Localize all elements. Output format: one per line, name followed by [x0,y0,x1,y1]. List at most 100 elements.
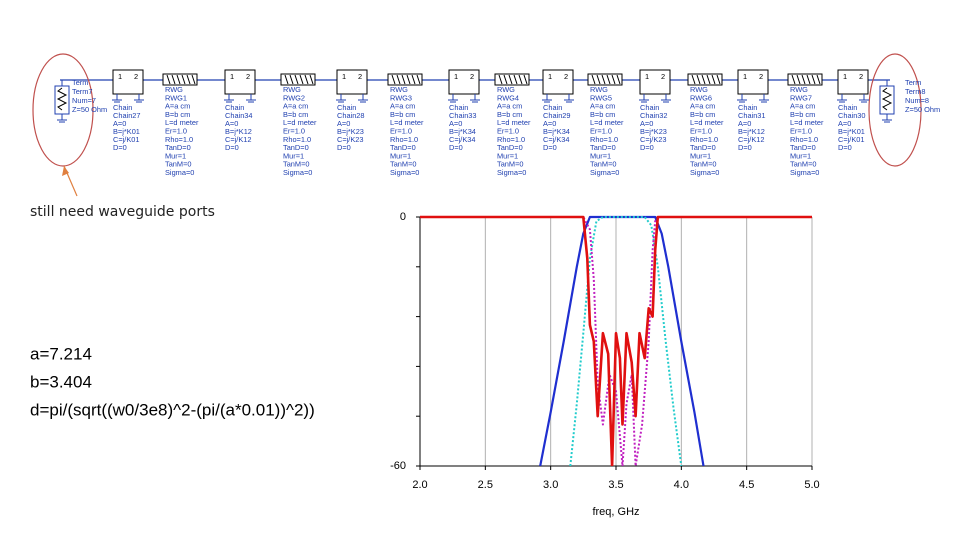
component-param: Chain33 [449,111,477,120]
series-line [420,215,812,466]
component-param: B=b cm [283,110,308,119]
rwg-stripe [816,74,821,85]
rwg-stripe [716,74,721,85]
x-tick-label: 4.0 [674,479,689,491]
rwg-stripe [176,74,181,85]
component-param: Chain [449,103,468,112]
component-param: TanD=0 [590,143,616,152]
component-param: Term [905,78,921,87]
component-param: RWG1 [165,93,187,102]
component-param: C=j/K23 [640,135,667,144]
component-param: TanD=0 [390,143,416,152]
rwg-stripe [791,74,796,85]
component-param: L=d meter [390,118,424,127]
component-param: Chain [543,103,562,112]
component-param: A=0 [543,119,556,128]
component-param: TanD=0 [497,143,523,152]
component-param: Chain30 [838,111,866,120]
rwg-stripe [601,74,606,85]
component-param: A=0 [738,119,751,128]
highlight-left [32,53,94,167]
component-param: RWG [165,85,183,94]
component-param: A=a cm [790,102,815,111]
component-param: Chain [838,103,857,112]
port-label: 1 [843,72,847,81]
component-param: A=a cm [165,102,190,111]
component-param: C=j/K01 [838,135,865,144]
chain-box [224,69,256,95]
component-param: B=j*K12 [738,127,765,136]
component-param: Er=1.0 [390,126,412,135]
component-param: Num=7 [72,96,96,105]
component-param: Mur=1 [283,151,304,160]
component-param: C=j/K34 [543,135,570,144]
resistor [881,87,893,111]
component-param: A=0 [113,119,126,128]
component-param: A=0 [225,119,238,128]
rwg-stripe [294,74,299,85]
rwg-stripe [523,74,528,85]
rwg-stripe [706,74,711,85]
component-param: A=a cm [390,102,415,111]
component-param: Er=1.0 [690,126,712,135]
component-param: Chain29 [543,111,571,120]
component-param: Sigma=0 [390,168,419,177]
component-param: Term7 [72,87,93,96]
component-param: A=0 [337,119,350,128]
component-param: Chain34 [225,111,253,120]
component-param: B=j*K23 [640,127,667,136]
component-param: Chain [337,103,356,112]
port-label: 2 [859,72,863,81]
x-tick-label: 2.5 [478,479,493,491]
component-param: L=d meter [497,118,531,127]
component-param: L=d meter [590,118,624,127]
component-param: B=j*K12 [225,127,252,136]
port-label: 1 [118,72,122,81]
arrow-head [62,166,69,176]
rwg-stripe [701,74,706,85]
note: still need waveguide ports [30,204,215,220]
component-param: C=j/K12 [738,135,765,144]
component-param: RWG [690,85,708,94]
component-param: L=d meter [165,118,199,127]
component-param: Sigma=0 [165,168,194,177]
port-label: 2 [661,72,665,81]
component-param: TanM=0 [790,160,817,169]
component-param: Chain31 [738,111,766,120]
rwg-stripe [191,74,196,85]
component-param: TanD=0 [165,143,191,152]
chain-box [639,69,671,95]
component-param: Chain28 [337,111,365,120]
rwg-stripe [616,74,621,85]
component-param: RWG7 [790,93,812,102]
series-line [420,216,812,466]
rwg-stripe [181,74,186,85]
component-param: Z=50 Ohm [905,105,940,114]
component-param: Z=50 Ohm [72,105,107,114]
x-tick-label: 4.5 [739,479,754,491]
y-tick-label: -60 [390,460,406,472]
component-param: Er=1.0 [497,126,519,135]
component-param: Mur=1 [690,151,711,160]
component-param: TanM=0 [165,160,192,169]
component-param: B=b cm [590,110,615,119]
component-param: Mur=1 [165,151,186,160]
port-label: 2 [470,72,474,81]
component-param: Rho=1.0 [690,135,718,144]
series-line [539,215,705,466]
rwg-stripe [416,74,421,85]
component-param: D=0 [449,143,463,152]
rwg-stripe [508,74,513,85]
rwg-symbol [162,73,198,86]
port-label: 1 [645,72,649,81]
rwg-stripe [806,74,811,85]
component-param: L=d meter [283,118,317,127]
port-label: 1 [743,72,747,81]
component-param: Mur=1 [790,151,811,160]
rwg-stripe [498,74,503,85]
rwg-stripe [513,74,518,85]
rwg-stripe [396,74,401,85]
port-label: 2 [564,72,568,81]
port-label: 1 [454,72,458,81]
rwg-stripe [796,74,801,85]
